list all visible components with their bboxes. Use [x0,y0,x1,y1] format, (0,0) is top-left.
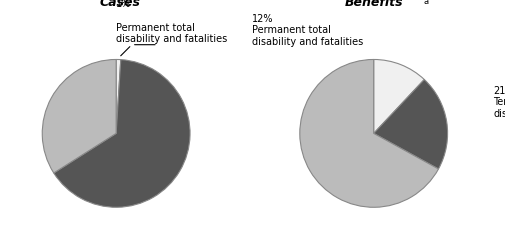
Wedge shape [300,60,438,207]
Text: 21%
Temporary
disability: 21% Temporary disability [493,85,505,119]
Text: 12%
Permanent total
disability and fatalities: 12% Permanent total disability and fatal… [252,14,363,47]
Wedge shape [374,60,424,133]
Text: a: a [424,0,429,6]
Wedge shape [54,60,190,207]
Text: Cases: Cases [100,0,141,9]
Text: Permanent total
disability and fatalities: Permanent total disability and fatalitie… [116,22,227,44]
Text: 1%: 1% [116,0,131,9]
Wedge shape [116,60,121,133]
Wedge shape [374,80,447,169]
Wedge shape [42,60,116,173]
Text: Benefits: Benefits [344,0,403,9]
